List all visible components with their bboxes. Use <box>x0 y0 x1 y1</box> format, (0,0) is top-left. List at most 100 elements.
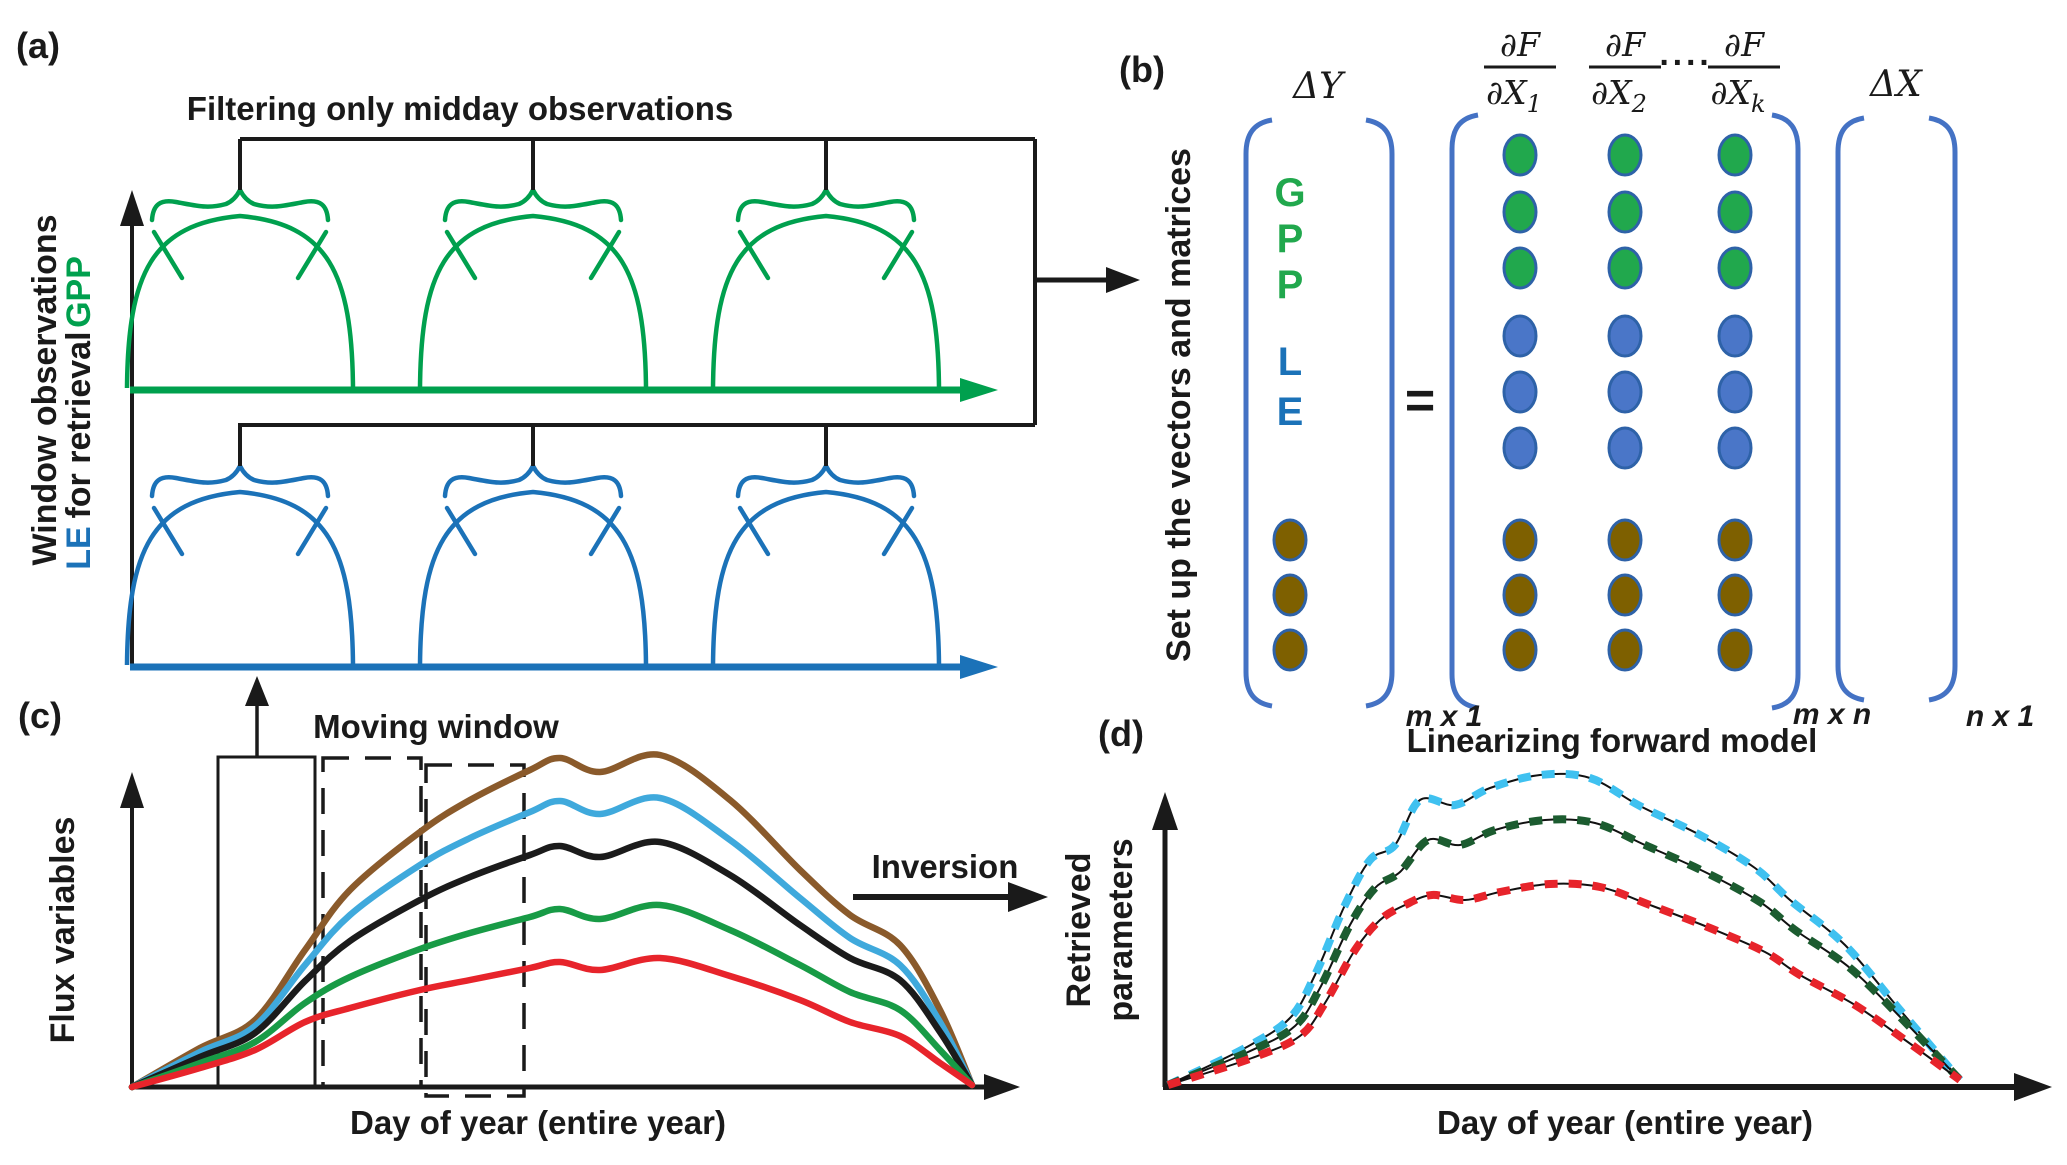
gpp-arch-2 <box>417 213 649 389</box>
matrix-brackets <box>1243 112 1958 711</box>
jacobian-header-2-numerator: ∂F <box>1605 25 1646 64</box>
panel-c: (c) Moving window Flux variables Day of … <box>18 676 1048 1141</box>
vector-dot-1 <box>1272 518 1308 562</box>
retrieved-curves <box>1166 769 1964 1089</box>
le-baseline-arrowhead-icon <box>960 655 998 679</box>
jacobian-header-3-denominator: ∂Xk <box>1710 73 1765 118</box>
matrix-dot-r7c3 <box>1717 518 1753 562</box>
jacobian-header-1-denominator: ∂X1 <box>1486 73 1542 118</box>
curve-retrieved-cyan <box>1166 769 1964 1089</box>
moving-window-label: Moving window <box>313 708 559 745</box>
curve-flux-brown <box>128 751 976 1091</box>
matrix-dot-r3c1 <box>1502 246 1538 290</box>
dim-label-m-x-1: m x 1 <box>1406 700 1483 733</box>
curve-flux-green <box>128 901 976 1091</box>
gpp-filter-mark-left-1 <box>151 229 185 281</box>
delta-x-bracket-left <box>1835 115 1865 703</box>
matrix-dot-r7c1 <box>1502 518 1538 562</box>
matrix-dot-r9c1 <box>1502 628 1538 672</box>
panel-d-x-axis-arrowhead-icon <box>2014 1073 2052 1101</box>
dim-label-n-x-1: n x 1 <box>1966 700 2034 733</box>
panel-a-gpp-label: GPP <box>60 256 98 328</box>
jacobian-header-3-numerator: ∂F <box>1724 25 1765 64</box>
gpp-baseline-arrowhead-icon <box>960 378 998 402</box>
curve-flux-lightblue <box>128 794 976 1091</box>
moving-window-dashed-rect-2 <box>424 763 526 1098</box>
vector-dot-3 <box>1272 628 1308 672</box>
le-filter-mark-left-1 <box>151 505 185 557</box>
vector-letter-l: L <box>1278 340 1302 384</box>
le-filter-mark-left-2 <box>444 505 478 557</box>
gpp-filter-mark-left-3 <box>737 229 771 281</box>
delta-y-bracket-right <box>1365 117 1395 709</box>
le-arch-2 <box>417 489 649 666</box>
matrix-dot-r3c3 <box>1717 246 1753 290</box>
curve-retrieved-red <box>1166 879 1963 1089</box>
panel-c-x-axis-arrowhead-icon <box>984 1074 1020 1100</box>
jacobian-header-2: ∂F ∂X2 <box>1589 25 1661 118</box>
le-diurnal-humps <box>124 425 942 666</box>
flux-curves <box>128 751 976 1091</box>
jacobian-bracket-right <box>1771 112 1801 711</box>
inversion-arrowhead-icon <box>1008 882 1048 912</box>
panel-c-tag: (c) <box>18 695 62 736</box>
jacobian-header-1: ∂F ∂X1 <box>1484 25 1556 118</box>
matrix-dot-r3c2 <box>1607 246 1643 290</box>
jacobian-header-dots: ···· <box>1659 44 1712 82</box>
dim-label-m-x-n: m x n <box>1793 698 1871 731</box>
panel-a: (a) Filtering only midday observations W… <box>16 25 1140 679</box>
panel-a-to-b-arrowhead-icon <box>1106 267 1140 293</box>
panel-a-le-label: LE <box>60 526 98 569</box>
matrix-dot-r1c2 <box>1607 133 1643 177</box>
curve-retrieved-red-underlay <box>1167 882 1961 1086</box>
moving-window-up-arrowhead-icon <box>245 676 269 706</box>
matrix-dot-r5c3 <box>1717 370 1753 414</box>
matrix-dot-r2c3 <box>1717 190 1753 234</box>
gpp-filter-mark-right-1 <box>295 229 329 281</box>
panel-a-for-retrieval-label: for retrieval <box>60 331 98 518</box>
gpp-diurnal-humps <box>124 139 942 389</box>
delta-x-bracket-right <box>1928 115 1958 703</box>
matrix-dot-r4c3 <box>1717 314 1753 358</box>
inversion-label: Inversion <box>872 848 1019 885</box>
le-arch-1 <box>124 489 356 666</box>
panel-d: (d) Linearizing forward model Retrieved … <box>1060 713 2052 1141</box>
delta-x-label: ΔX <box>1868 64 1923 105</box>
equals-sign: = <box>1405 372 1435 430</box>
gpp-filter-mark-left-2 <box>444 229 478 281</box>
matrix-dot-r5c1 <box>1502 370 1538 414</box>
panel-a-y-axis-arrowhead-icon <box>120 190 144 226</box>
matrix-dot-r2c2 <box>1607 190 1643 234</box>
panel-d-y-axis-arrowhead-icon <box>1152 792 1178 830</box>
gpp-filter-mark-right-2 <box>588 229 622 281</box>
matrix-dot-r8c2 <box>1607 573 1643 617</box>
curve-flux-red <box>128 954 976 1091</box>
jacobian-matrix-dots <box>1502 133 1753 672</box>
panel-c-x-axis-label: Day of year (entire year) <box>350 1104 726 1141</box>
le-filter-mark-right-2 <box>588 505 622 557</box>
le-filter-mark-left-3 <box>737 505 771 557</box>
panel-b-tag: (b) <box>1119 49 1165 90</box>
panel-d-tag: (d) <box>1098 713 1144 754</box>
jacobian-header-2-denominator: ∂X2 <box>1591 73 1647 118</box>
matrix-dot-r9c2 <box>1607 628 1643 672</box>
matrix-dot-r4c1 <box>1502 314 1538 358</box>
matrix-dot-r7c2 <box>1607 518 1643 562</box>
matrix-dot-r1c3 <box>1717 133 1753 177</box>
vector-dot-2 <box>1272 573 1308 617</box>
vector-letter-e: E <box>1277 390 1304 434</box>
vector-letter-g: G <box>1274 171 1305 215</box>
delta-y-bracket-left <box>1243 117 1273 709</box>
curve-retrieved-green <box>1166 815 1963 1089</box>
panel-c-y-axis-arrowhead-icon <box>120 772 144 808</box>
matrix-dot-r6c1 <box>1502 426 1538 470</box>
matrix-dot-r6c3 <box>1717 426 1753 470</box>
panel-b: (b) Set up the vectors and matrices ΔY Δ… <box>1119 25 2034 733</box>
delta-y-label: ΔY <box>1291 66 1346 107</box>
curve-flux-black <box>128 838 976 1091</box>
le-arch-3 <box>710 489 942 666</box>
panel-c-y-axis-label: Flux variables <box>44 817 82 1044</box>
matrix-dot-r5c2 <box>1607 370 1643 414</box>
